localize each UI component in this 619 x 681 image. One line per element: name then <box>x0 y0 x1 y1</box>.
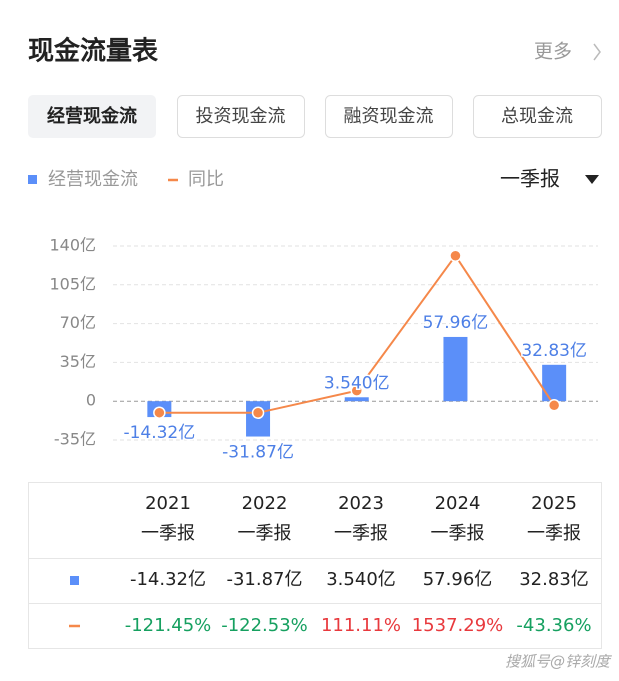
table-yoy-value: -121.45% <box>125 615 212 636</box>
table-year: 2022 <box>242 493 288 514</box>
yoy-point <box>449 249 462 262</box>
table-yoy-value: 1537.29% <box>412 615 504 636</box>
tab[interactable] <box>177 95 305 138</box>
bar-value-label: -31.87亿 <box>222 443 294 463</box>
table-yoy-value: -43.36% <box>516 615 591 636</box>
table-frame <box>28 482 602 649</box>
table-cash-value: -14.32亿 <box>130 569 206 590</box>
yoy-point <box>350 384 363 397</box>
table-year: 2023 <box>338 493 384 514</box>
tab-label[interactable]: 融资现金流 <box>344 106 434 127</box>
tab-label[interactable]: 投资现金流 <box>196 106 286 127</box>
legend-label: 同比 <box>188 169 224 190</box>
tab-label[interactable]: 经营现金流 <box>47 105 137 127</box>
tab-label[interactable]: 总现金流 <box>501 106 573 127</box>
table-period: 一季报 <box>141 523 195 544</box>
table-period: 一季报 <box>238 523 292 544</box>
legend: 经营现金流 同比 <box>28 169 224 190</box>
tab-bar: 经营现金流 投资现金流 融资现金流 总现金流 <box>28 95 602 138</box>
bar-value-label: 32.83亿 <box>521 341 587 361</box>
more-arrow[interactable] <box>593 43 601 61</box>
legend-label: 经营现金流 <box>48 169 138 190</box>
card-title: 现金流量表 <box>28 36 159 67</box>
y-tick-label: 0 <box>86 391 96 410</box>
y-tick-label: 105亿 <box>49 274 96 293</box>
yoy-point <box>153 406 166 419</box>
yoy-point <box>251 406 265 420</box>
bar <box>542 364 567 402</box>
plot: -35亿 0 35亿 70亿 105亿 140亿 -14.32亿 -31.87亿 3.540亿 5… <box>49 236 598 464</box>
table-period: 一季报 <box>431 523 485 544</box>
bar <box>443 336 468 402</box>
more-link[interactable]: 更多 <box>534 41 572 63</box>
table-cash-value: 3.540亿 <box>326 569 396 590</box>
bar <box>344 397 369 402</box>
yoy-point <box>547 399 561 412</box>
table-period: 一季报 <box>334 523 388 544</box>
dropdown-arrow[interactable] <box>585 175 599 184</box>
table-cash-value: -31.87亿 <box>226 569 302 590</box>
y-tick-label: 140亿 <box>49 236 96 255</box>
table-cash-value: 57.96亿 <box>423 569 493 590</box>
tab[interactable] <box>325 95 453 138</box>
bar-value-label: 3.540亿 <box>324 373 390 393</box>
legend-swatch <box>28 175 37 184</box>
y-tick-label: -35亿 <box>54 430 96 449</box>
y-tick-label: 35亿 <box>60 352 96 371</box>
table-yoy-value: -122.53% <box>221 615 308 636</box>
bar-value-label: -14.32亿 <box>123 423 195 443</box>
tab[interactable] <box>28 95 156 138</box>
table-cash-value: 32.83亿 <box>519 569 589 590</box>
data-table: 2021 一季报 -14.32亿 -121.45% 2022 一季报 -31.87亿 -122… <box>69 493 592 636</box>
tab[interactable] <box>473 95 602 138</box>
period-selector[interactable]: 一季报 <box>500 167 560 191</box>
table-year: 2021 <box>145 493 191 514</box>
watermark: 搜狐号@锌刻度 <box>505 653 612 671</box>
table-yoy-value: 111.11% <box>321 615 401 636</box>
table-row-swatch <box>70 576 79 585</box>
table-period: 一季报 <box>527 523 581 544</box>
y-tick-label: 70亿 <box>60 313 96 332</box>
table-year: 2025 <box>531 493 577 514</box>
table-year: 2024 <box>435 493 481 514</box>
bar-value-label: 57.96亿 <box>423 313 489 333</box>
